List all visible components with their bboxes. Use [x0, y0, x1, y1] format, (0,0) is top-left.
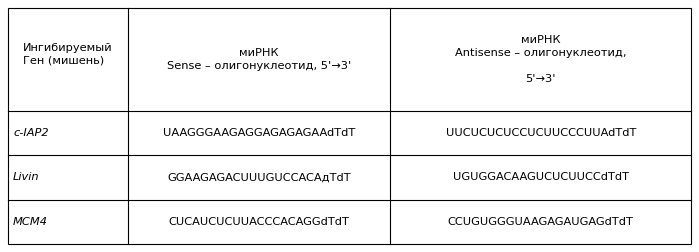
Text: MCM4: MCM4: [13, 217, 48, 227]
Text: UGUGGACAAGUCUCUUCCdTdT: UGUGGACAAGUCUCUUCCdTdT: [453, 172, 628, 182]
Text: GGAAGAGACUUUGUCCACAдTdT: GGAAGAGACUUUGUCCACAдTdT: [167, 172, 351, 182]
Text: миРНК
Sense – олигонуклеотид, 5'→3': миРНК Sense – олигонуклеотид, 5'→3': [167, 48, 351, 71]
Text: миРНК
Antisense – олигонуклеотид,

5'→3': миРНК Antisense – олигонуклеотид, 5'→3': [455, 35, 626, 84]
Text: Ингибируемый
Ген (мишень): Ингибируемый Ген (мишень): [23, 43, 113, 66]
Text: CCUGUGGGUAAGAGAUGAGdTdT: CCUGUGGGUAAGAGAUGAGdTdT: [448, 217, 634, 227]
Text: Livin: Livin: [13, 172, 40, 182]
Text: c-IAP2: c-IAP2: [13, 128, 49, 138]
Text: UUCUCUCUCCUCUUCCCUUAdTdT: UUCUCUCUCCUCUUCCCUUAdTdT: [445, 128, 636, 138]
Text: CUCAUCUCUUACCCACAGGdTdT: CUCAUCUCUUACCCACAGGdTdT: [168, 217, 350, 227]
Text: UAAGGGAAGAGGAGAGAGAAdTdT: UAAGGGAAGAGGAGAGAGAAdTdT: [163, 128, 355, 138]
